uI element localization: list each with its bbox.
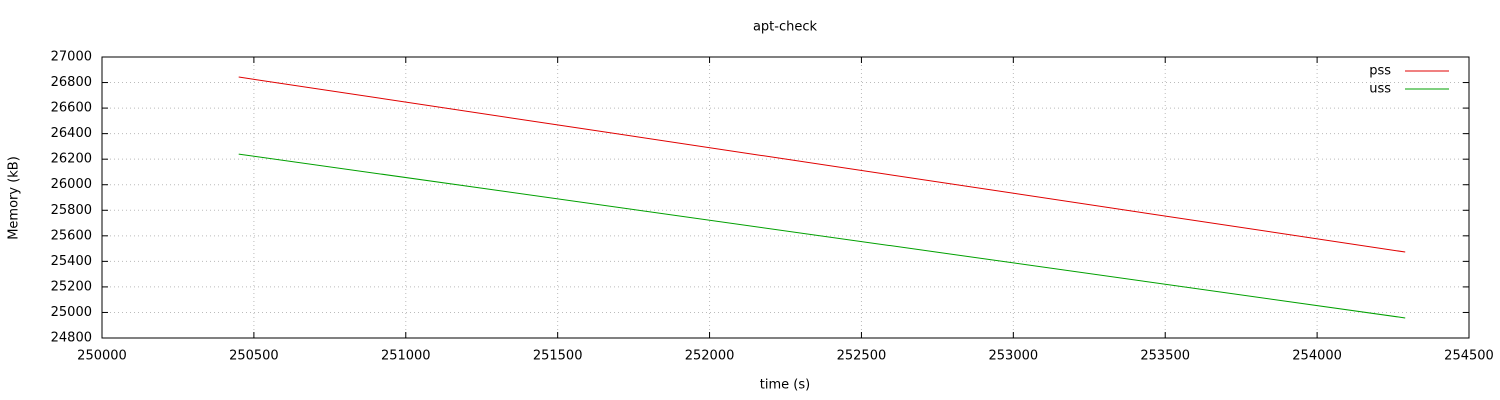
x-tick-label: 251000 bbox=[381, 349, 431, 364]
x-tick-label: 253000 bbox=[989, 349, 1039, 364]
x-tick-label: 254000 bbox=[1292, 349, 1342, 364]
x-tick-label: 251500 bbox=[533, 349, 583, 364]
y-tick-label: 25000 bbox=[51, 305, 92, 320]
y-tick-label: 26600 bbox=[51, 101, 92, 116]
y-tick-label: 26800 bbox=[51, 75, 92, 90]
x-tick-label: 254500 bbox=[1444, 349, 1494, 364]
x-tick-label: 252000 bbox=[685, 349, 735, 364]
y-tick-label: 25600 bbox=[51, 228, 92, 243]
x-axis-label: time (s) bbox=[760, 378, 810, 393]
legend-label: pss bbox=[1369, 64, 1391, 79]
x-tick-label: 250500 bbox=[229, 349, 279, 364]
y-tick-label: 25200 bbox=[51, 279, 92, 294]
y-tick-label: 24800 bbox=[51, 331, 92, 346]
y-axis-label: Memory (kB) bbox=[7, 156, 22, 240]
data-line bbox=[238, 76, 1406, 253]
y-tick-label: 26400 bbox=[51, 126, 92, 141]
y-tick-label: 25400 bbox=[51, 254, 92, 269]
plot-frame bbox=[101, 56, 1470, 339]
x-tick-label: 252500 bbox=[837, 349, 887, 364]
y-tick-label: 25800 bbox=[51, 203, 92, 218]
chart-title: apt-check bbox=[753, 20, 818, 35]
y-tick-label: 27000 bbox=[51, 50, 92, 65]
x-tick-label: 253500 bbox=[1140, 349, 1190, 364]
y-tick-label: 26200 bbox=[51, 152, 92, 167]
legend-label: uss bbox=[1369, 82, 1391, 97]
x-tick-label: 250000 bbox=[77, 349, 127, 364]
y-tick-label: 26000 bbox=[51, 177, 92, 192]
data-line bbox=[238, 153, 1406, 319]
